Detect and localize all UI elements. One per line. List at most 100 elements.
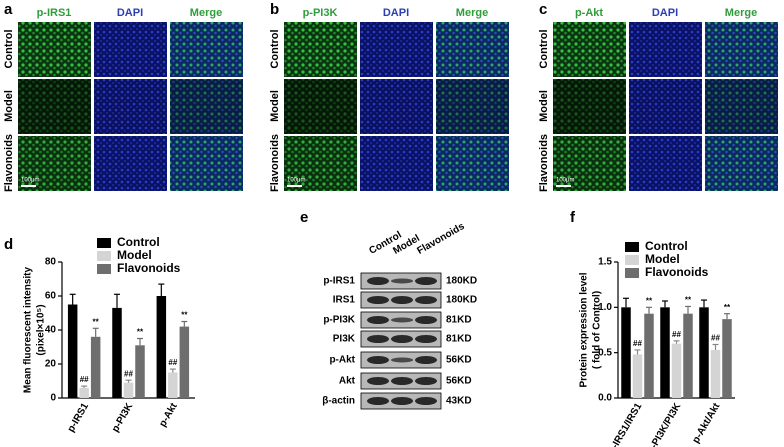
error-bar [92,327,99,337]
micrograph [436,22,509,77]
error-bar [114,293,120,308]
legend-swatch [97,264,111,274]
bar [135,345,145,398]
blot-size-label: 81KD [446,315,472,326]
row-label: Flavonoids [538,134,550,192]
blot-row-label: p-IRS1 [323,276,355,287]
channel-label: p-Akt [575,7,603,19]
error-bar [701,299,707,308]
blot-band [391,357,413,363]
blot-band [391,335,413,343]
bar [156,296,167,398]
bar [710,349,721,398]
channel-label: Merge [190,7,222,19]
legend-swatch [625,268,639,278]
row-label: Control [269,29,281,68]
bar [699,307,709,398]
blot-row-label: PI3K [333,334,356,345]
error-bar [673,340,680,344]
channel-label: DAPI [652,7,678,19]
micrograph [284,136,357,191]
micrograph [553,79,626,134]
blot-band [367,397,389,405]
blot-size-label: 81KD [446,334,472,345]
x-tick-label: p-IRS1/IRS1 [607,401,645,447]
panel-label: c [539,1,547,18]
micrograph [94,79,167,134]
micrograph [629,136,702,191]
blot-band [367,335,389,343]
blot-band [367,316,389,324]
channel-label: DAPI [117,7,143,19]
y-axis-label: ( fold of Control) [592,291,603,369]
y-axis-label: Mean fluorescent intensity [23,266,34,393]
bar [621,307,631,398]
micrograph [553,136,626,191]
blot-band [415,397,437,405]
blot-band [415,316,437,324]
y-axis-label: Protein expression level [579,272,590,387]
micrograph [360,22,433,77]
panel-label: f [570,209,576,226]
channel-label: p-PI3K [303,7,338,19]
legend-label: Flavonoids [645,265,709,279]
bar [632,354,643,398]
row-label: Control [3,29,15,68]
y-tick-label: 0.5 [598,347,612,358]
channel-label: Merge [456,7,488,19]
micrograph [553,22,626,77]
y-tick-label: 80 [45,257,57,268]
significance-label: ** [137,328,144,337]
y-tick-label: 20 [45,359,57,370]
significance-label: ## [80,375,89,384]
row-label: Control [538,29,550,68]
micrograph [360,136,433,191]
error-bar [69,293,76,305]
blot-band [367,296,389,304]
bar [67,304,78,398]
bar [179,326,190,398]
micrograph [629,79,702,134]
y-tick-label: 60 [45,291,57,302]
blot-band [415,296,437,304]
blot-band [391,296,413,304]
row-label: Model [269,90,281,122]
blot-size-label: 56KD [446,355,472,366]
blot-size-label: 56KD [446,376,472,387]
error-bar [137,337,143,346]
micrograph [360,79,433,134]
blot-band [391,317,413,323]
bar [123,382,134,398]
blot-band [415,335,437,343]
error-bar [634,349,641,355]
x-tick-label: p-PI3K/PI3K [646,401,684,447]
x-tick-label: p-Akt [157,401,180,429]
error-bar [623,297,629,308]
micrograph [94,22,167,77]
micrograph [705,79,778,134]
micrograph [436,79,509,134]
significance-label: ** [724,303,731,312]
blot-band [367,356,389,364]
error-bar [685,305,691,314]
blot-row-label: p-Akt [329,355,355,366]
error-bar [712,343,719,350]
significance-label: ## [124,369,133,378]
blot-size-label: 43KD [446,396,472,407]
error-bar [181,320,188,327]
error-bar [724,313,730,320]
bar [671,343,682,398]
blot-size-label: 180KD [446,276,477,287]
significance-label: ## [168,358,177,367]
channel-label: Merge [725,7,757,19]
significance-label: ** [685,296,692,305]
micrograph [18,79,91,134]
bar [79,387,89,398]
significance-label: ## [633,339,642,348]
legend-swatch [625,242,639,252]
y-tick-label: 0 [50,393,56,404]
blot-size-label: 180KD [446,295,477,306]
x-tick-label: p-Akt/Akt [691,401,723,446]
bar [683,313,693,398]
blot-band [367,277,389,285]
